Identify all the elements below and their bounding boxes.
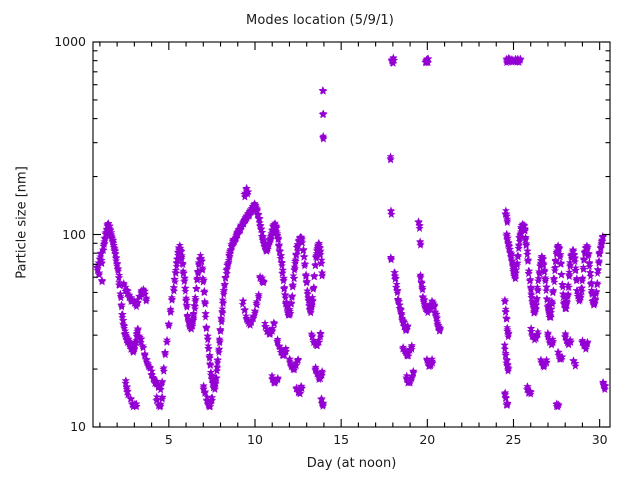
x-tick-30: 30 (580, 432, 620, 448)
x-tick-15: 15 (321, 432, 361, 448)
y-tick-label: 100 (62, 226, 86, 242)
x-tick-label: 15 (333, 432, 350, 447)
y-tick-10: 10 (38, 419, 86, 434)
x-axis-label: Day (at noon) (306, 456, 397, 471)
axis-ticks (93, 41, 610, 428)
x-tick-5: 5 (149, 432, 189, 448)
x-tick-25: 25 (493, 432, 533, 448)
y-tick-1000: 1000 (38, 34, 86, 49)
x-tick-label: 25 (505, 432, 522, 447)
chart-title: Modes location (5/9/1) (246, 13, 394, 28)
y-tick-100: 100 (38, 226, 86, 242)
x-tick-label: 20 (419, 432, 436, 447)
y-tick-label: 10 (70, 419, 86, 434)
x-tick-10: 10 (235, 432, 275, 448)
x-tick-label: 5 (164, 432, 173, 447)
x-tick-label: 30 (591, 432, 608, 447)
scatter-markers (93, 53, 610, 411)
axis-frame (92, 41, 611, 428)
y-tick-label: 1000 (54, 34, 86, 49)
x-tick-20: 20 (407, 432, 447, 448)
x-tick-label: 10 (247, 432, 263, 447)
